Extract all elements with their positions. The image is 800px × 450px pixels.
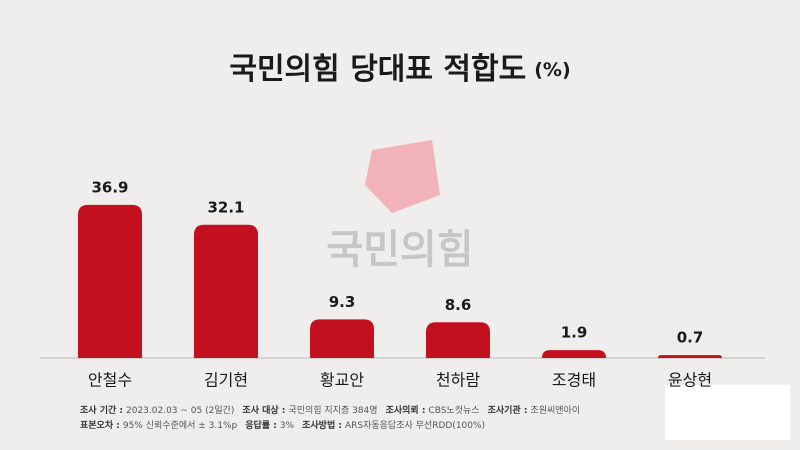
footnote-label: 조사기관 : (488, 404, 528, 416)
value-label: 9.3 (329, 293, 356, 311)
footnote-text: ARS자동응답조사 무선RDD(100%) (345, 419, 485, 431)
footnote-label: 표본오차 : (80, 419, 120, 431)
x-tick-label: 천하람 (436, 371, 480, 390)
x-tick-label: 조경태 (552, 371, 596, 390)
footnote-label: 조사방법 : (302, 419, 342, 431)
footnote-text: 조원씨앤아이 (530, 405, 580, 416)
watermark: 국민의힘 (326, 227, 473, 273)
value-label: 36.9 (91, 178, 128, 196)
x-tick-label: 윤상현 (668, 371, 712, 390)
bar (310, 319, 374, 358)
footnote: 조사 기간 :2023.02.03 ~ 05 (2일간) 조사 대상 : 국민의힘 … (80, 404, 580, 416)
white-box (665, 385, 790, 440)
title-text: 국민의힘 당대표 적합도 (229, 52, 526, 87)
footnote-text: 국민의힘 지지층 384명 (288, 405, 377, 416)
x-tick-label: 황교안 (320, 371, 364, 390)
footnote-text: 3% (280, 421, 295, 431)
value-label: 1.9 (561, 324, 588, 342)
value-label: 0.7 (677, 329, 704, 347)
logo-shape (365, 140, 440, 213)
footnote-label: 응답률 : (245, 419, 277, 431)
bar (78, 204, 142, 358)
footnote-label: 조사 기간 : (80, 404, 123, 416)
chart-title: 국민의힘 당대표 적합도 (%) (229, 52, 570, 87)
bar (542, 350, 606, 358)
x-tick-label: 김기현 (204, 371, 248, 390)
footnote-text: 95% 신뢰수준에서 ± 3.1%p (123, 420, 238, 431)
value-label: 32.1 (207, 198, 244, 216)
bar (658, 355, 722, 358)
value-label: 8.6 (445, 296, 472, 314)
bar (426, 322, 490, 358)
footnote-text: CBS노컷뉴스 (428, 405, 479, 416)
title-unit: (%) (534, 59, 570, 81)
footnote-label: 조사 대상 : (242, 404, 285, 416)
footnote: 표본오차 :95% 신뢰수준에서 ± 3.1%p 응답률 :3% 조사방법 : ARS… (80, 419, 485, 431)
bar (194, 224, 258, 358)
footnote-label: 조사의뢰 : (386, 404, 426, 416)
footnote-text: 2023.02.03 ~ 05 (2일간) (126, 405, 234, 416)
x-tick-label: 안철수 (88, 371, 132, 390)
